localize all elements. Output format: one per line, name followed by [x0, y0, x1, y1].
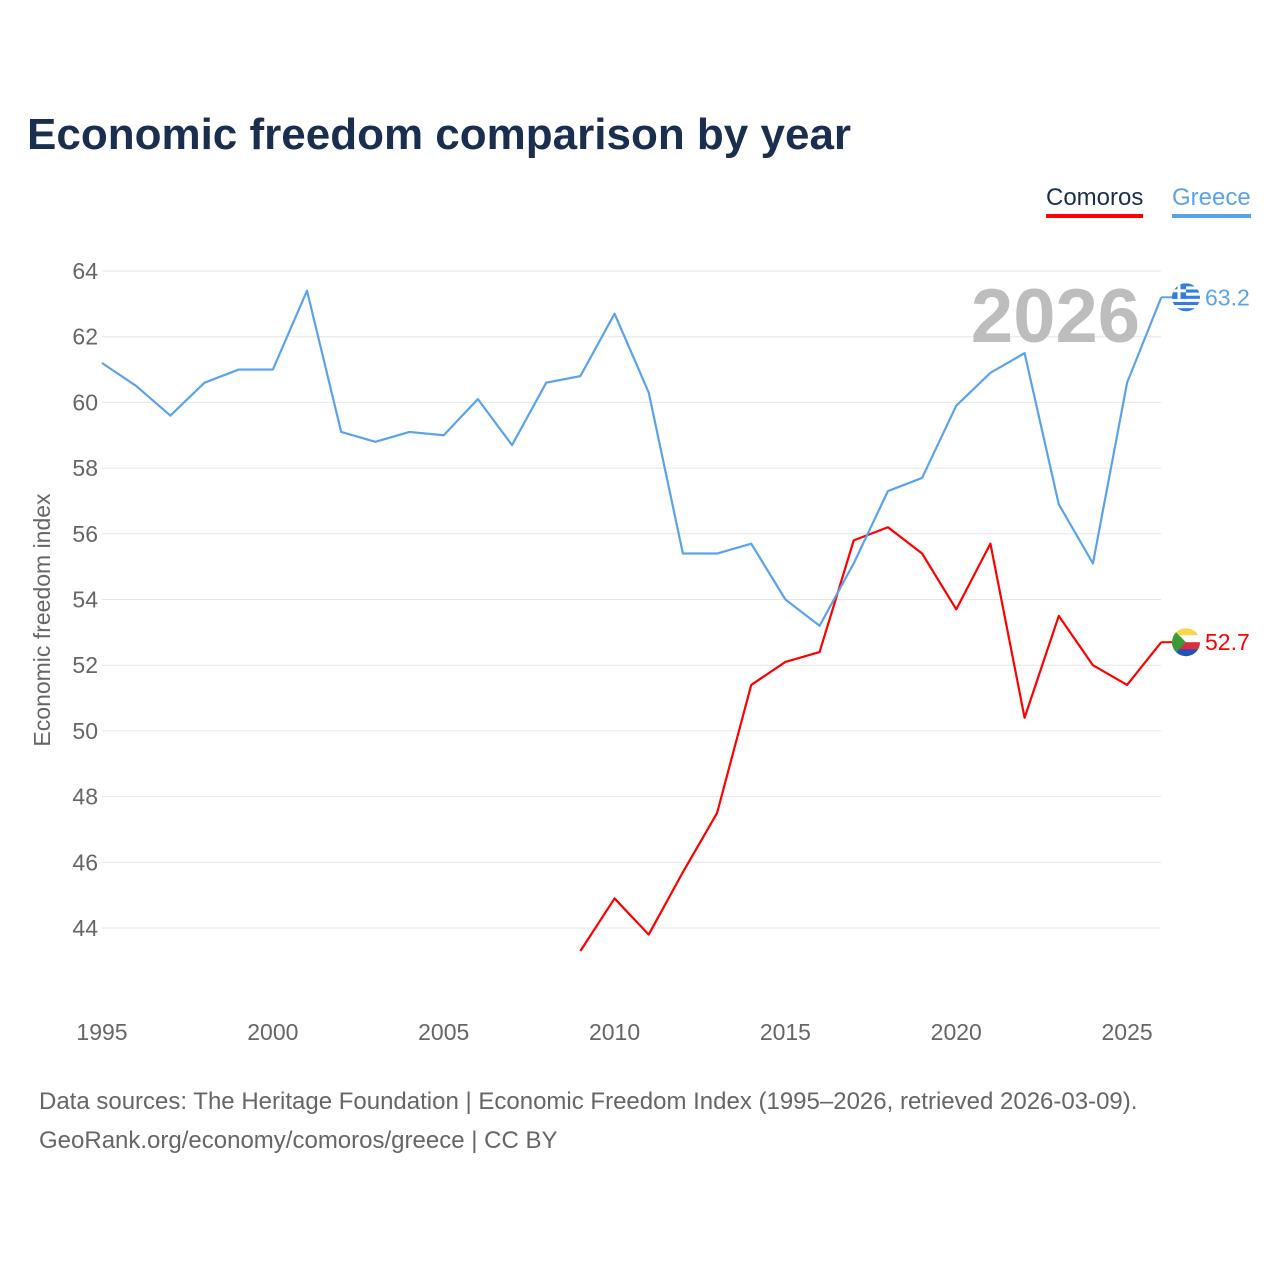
legend-comoros[interactable]: Comoros — [1046, 184, 1144, 218]
flag-stripe — [1172, 628, 1200, 636]
flag-triangle — [1172, 628, 1186, 657]
flag-stripe — [1172, 298, 1200, 303]
y-tick-label: 60 — [72, 389, 98, 415]
series-line-comoros — [579, 526, 1163, 952]
x-tick-label: 2000 — [247, 1019, 298, 1045]
y-tick-label: 62 — [72, 324, 98, 350]
y-tick-label: 56 — [72, 521, 98, 547]
x-tick-label: 2025 — [1102, 1019, 1153, 1045]
y-tick-label: 54 — [72, 587, 98, 613]
end-value-label-comoros: 52.7 — [1205, 629, 1250, 655]
source-text: Data sources: The Heritage Foundation | … — [39, 1088, 1138, 1115]
flag-body — [1172, 628, 1200, 657]
x-tick-label: 1995 — [76, 1019, 127, 1045]
y-axis-label: Economic freedom index — [29, 493, 55, 747]
flag-stripe — [1172, 635, 1200, 643]
y-tick-label: 52 — [72, 652, 98, 678]
y-tick-label: 46 — [72, 849, 98, 875]
flag-stripe — [1172, 649, 1200, 657]
chart-title: Economic freedom comparison by year — [27, 110, 852, 159]
y-tick-label: 48 — [72, 784, 98, 810]
y-tick-label: 58 — [72, 455, 98, 481]
flag-body — [1172, 283, 1200, 312]
comoros-flag-icon — [1172, 628, 1200, 657]
x-tick-label: 2015 — [760, 1019, 811, 1045]
x-tick-label: 2005 — [418, 1019, 469, 1045]
y-tick-label: 64 — [72, 258, 98, 284]
greece-flag-icon — [1172, 283, 1200, 312]
flag-stripe — [1172, 308, 1200, 312]
y-tick-label: 44 — [72, 915, 98, 941]
x-tick-label: 2020 — [931, 1019, 982, 1045]
flag-stripe — [1172, 642, 1200, 650]
year-watermark: 2026 — [971, 274, 1140, 359]
series-line-greece — [101, 289, 1163, 627]
flag-stripe — [1172, 305, 1200, 309]
legend-greece[interactable]: Greece — [1172, 184, 1251, 218]
flag-stripe — [1172, 301, 1200, 306]
y-tick-label: 50 — [72, 718, 98, 744]
end-value-label-greece: 63.2 — [1205, 284, 1250, 310]
source-link[interactable]: GeoRank.org/economy/comoros/greece | CC … — [39, 1127, 558, 1154]
x-tick-label: 2010 — [589, 1019, 640, 1045]
flag-cross — [1177, 283, 1181, 299]
